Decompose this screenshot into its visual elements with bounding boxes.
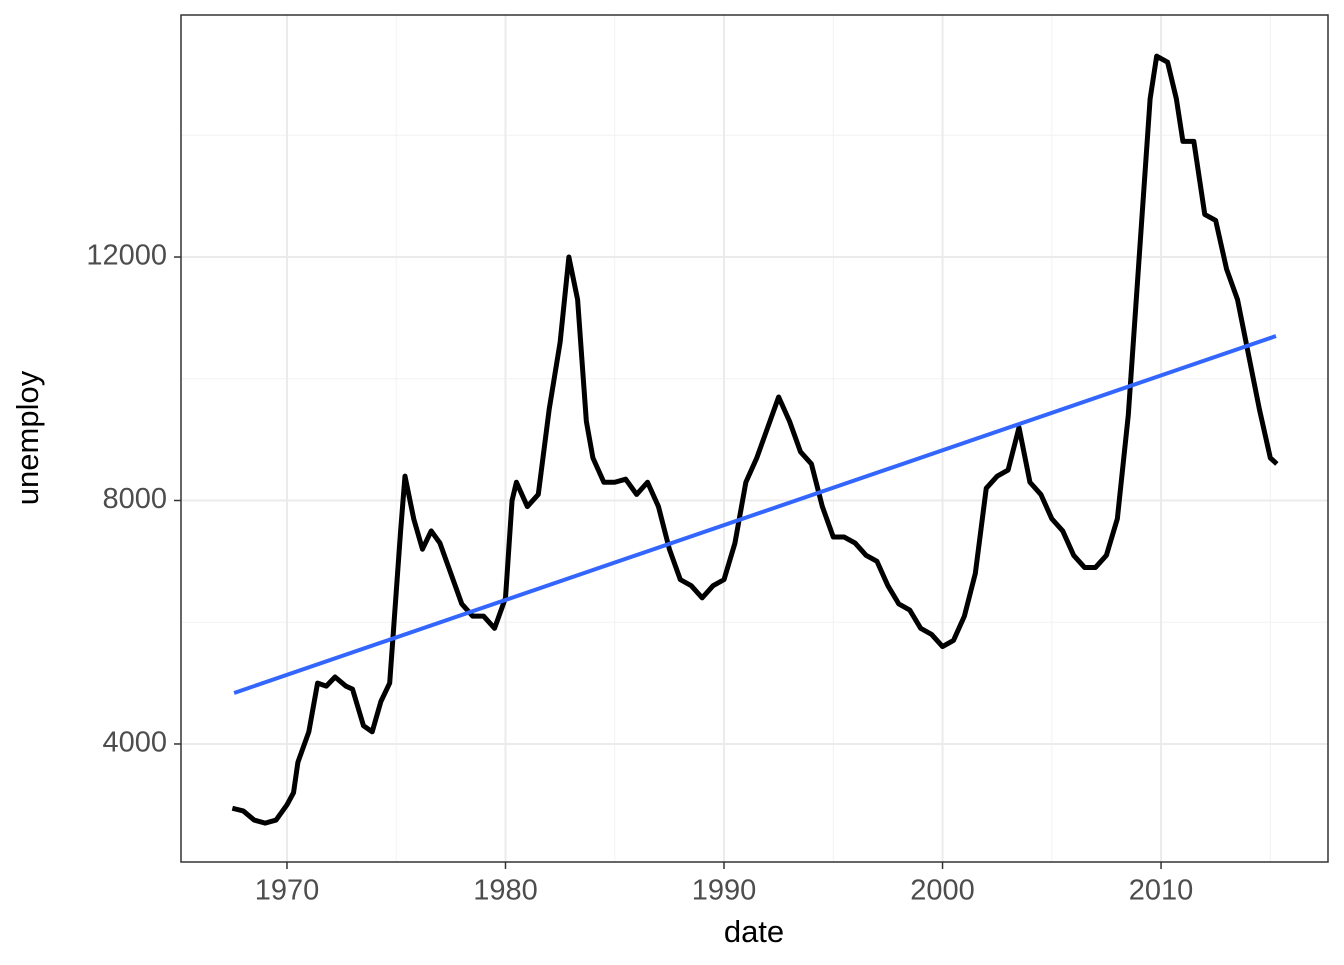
x-tick-label: 2000 <box>910 875 975 907</box>
x-tick-label: 2010 <box>1129 875 1194 907</box>
x-axis-title: date <box>724 914 784 949</box>
plot-background <box>181 15 1328 862</box>
line-series <box>231 53 1279 826</box>
x-tick-label: 1970 <box>255 875 320 907</box>
y-tick-label: 12000 <box>86 240 167 272</box>
y-tick-label: 4000 <box>102 727 167 759</box>
y-axis-title: unemploy <box>10 370 45 505</box>
panel-border <box>180 14 1329 863</box>
line-series <box>233 334 1277 695</box>
x-tick-label: 1980 <box>473 875 538 907</box>
x-tick-label: 1990 <box>692 875 757 907</box>
y-tick-label: 8000 <box>102 483 167 515</box>
